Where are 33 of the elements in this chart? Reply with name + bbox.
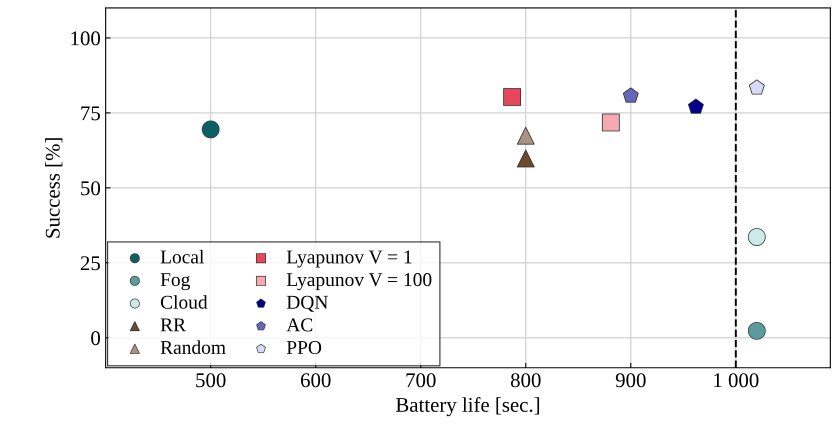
x-tick-label: 600 (300, 373, 331, 388)
point (748, 79, 765, 95)
point (503, 88, 522, 106)
x-tick-label: 800 (510, 373, 541, 388)
point (602, 114, 620, 132)
y-tick-label: 25 (80, 256, 100, 270)
legend-label: Cloud (160, 295, 208, 309)
y-tick-label: 50 (81, 181, 100, 196)
point (516, 126, 535, 145)
legend-label: Fog (160, 273, 190, 290)
x-axis-title: Battery life [sec.] (396, 397, 540, 416)
point (202, 120, 220, 138)
y-axis-title: Success [%] (45, 138, 62, 238)
y-tick-label: 100 (71, 31, 100, 46)
legend-label: Local (160, 250, 204, 264)
point (748, 228, 766, 246)
point (516, 150, 535, 168)
legend-label: Lyapunov V = 1 (286, 250, 412, 268)
point (622, 87, 639, 103)
legend-label: AC (286, 318, 312, 332)
legend-label: PPO (286, 341, 322, 354)
y-tick-label: 75 (81, 106, 100, 120)
x-tick-label: 500 (196, 373, 226, 388)
y-tick-label: 0 (91, 331, 100, 346)
legend-label: Lyapunov V = 100 (286, 273, 432, 290)
legend-label: Random (160, 340, 226, 354)
x-tick-label: 900 (616, 373, 646, 388)
legend-label: RR (160, 318, 186, 332)
point (748, 322, 766, 340)
x-tick-label: 1 000 (714, 373, 758, 388)
x-tick-label: 700 (406, 373, 436, 388)
point (688, 98, 704, 114)
legend-label: DQN (286, 296, 328, 312)
